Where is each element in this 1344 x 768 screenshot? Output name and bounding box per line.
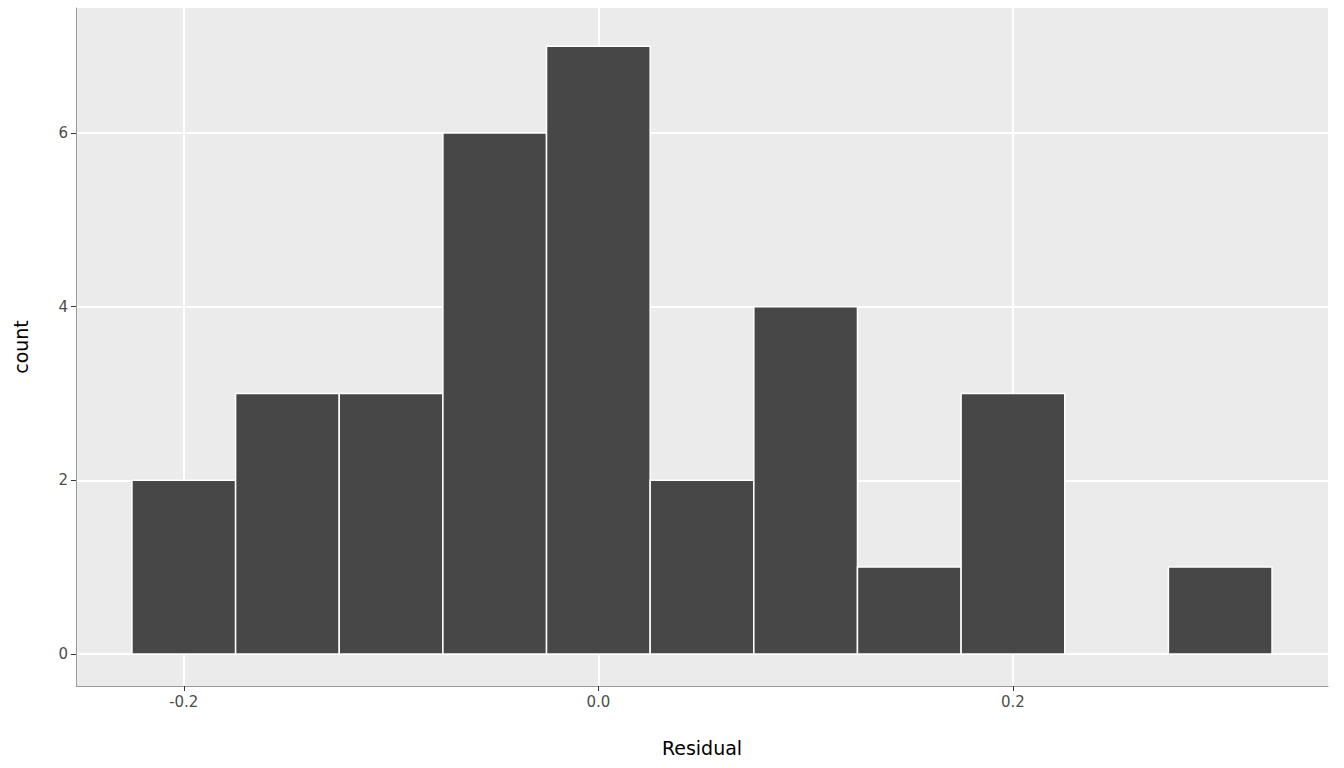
svg-text:count: count	[10, 320, 32, 374]
svg-text:4: 4	[58, 298, 68, 316]
svg-text:0.2: 0.2	[1001, 693, 1025, 711]
svg-text:0.0: 0.0	[586, 693, 610, 711]
svg-text:2: 2	[58, 471, 68, 489]
svg-text:Residual: Residual	[662, 737, 742, 759]
svg-text:-0.2: -0.2	[169, 693, 198, 711]
svg-text:0: 0	[58, 645, 68, 663]
svg-text:6: 6	[58, 124, 68, 142]
